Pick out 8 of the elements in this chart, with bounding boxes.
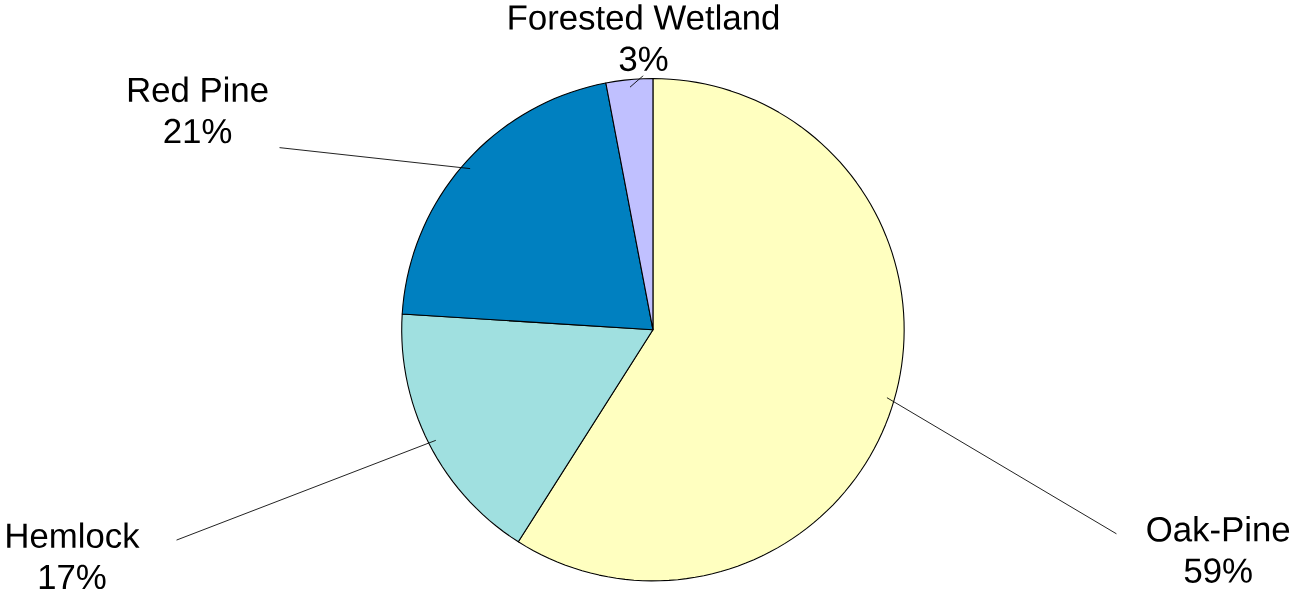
data-label: 3%: [619, 46, 668, 71]
slice-label: Hemlock: [7, 522, 140, 548]
slice-label: Forested Wetland: [509, 4, 779, 30]
data-label: 21%: [164, 118, 232, 144]
data-label: 59%: [1184, 558, 1252, 583]
data-label: 17%: [39, 564, 106, 589]
slice-label: Red Pine: [128, 76, 268, 102]
slice-label: Oak-Pine: [1147, 515, 1290, 542]
